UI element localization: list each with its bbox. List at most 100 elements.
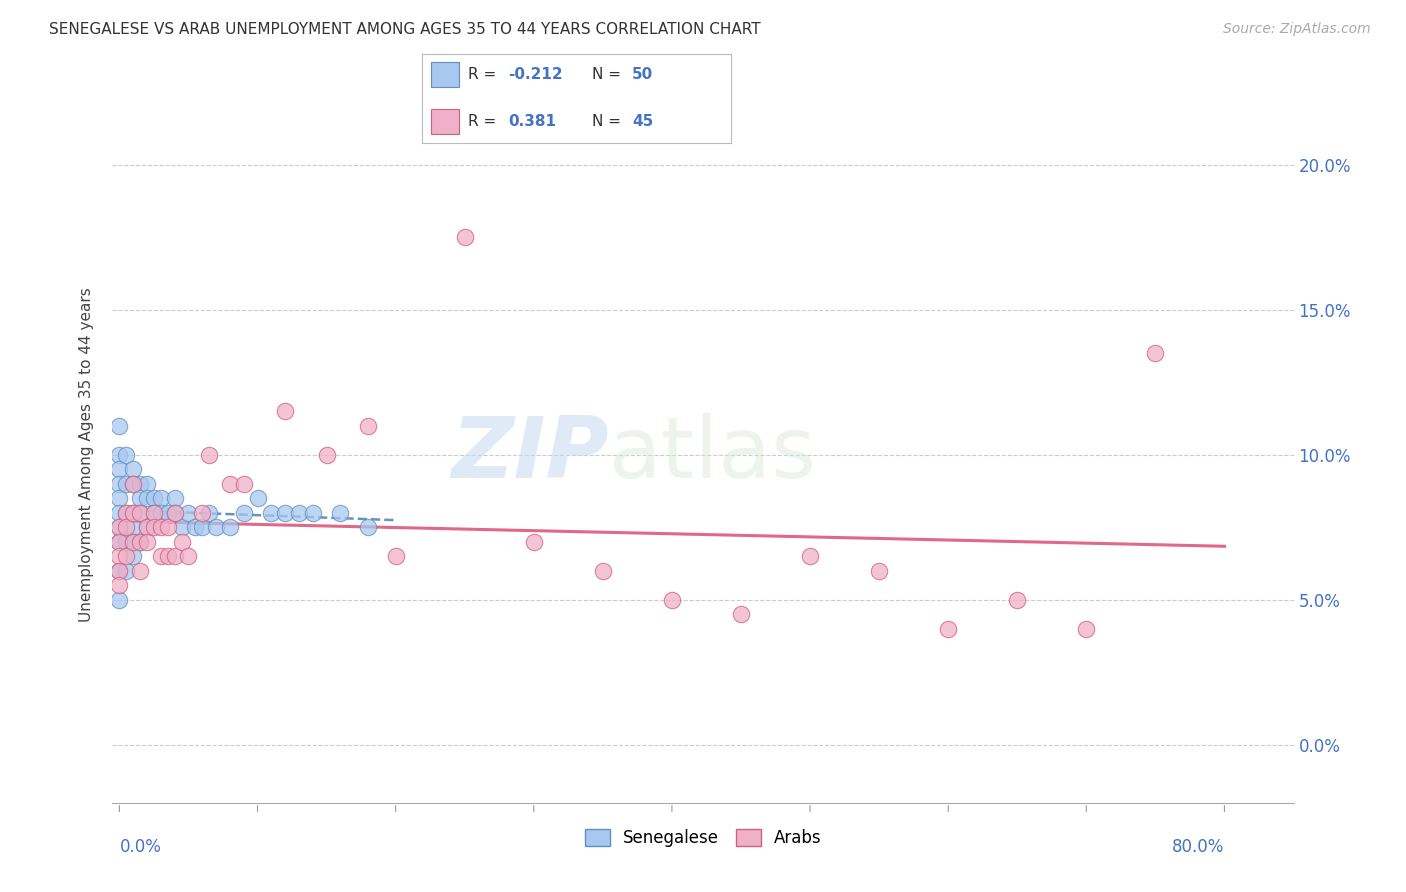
Point — [129, 506, 152, 520]
Point — [122, 476, 145, 491]
Point — [1144, 346, 1167, 360]
Point — [108, 534, 131, 549]
Point — [115, 476, 138, 491]
Point — [260, 506, 283, 520]
Text: 80.0%: 80.0% — [1173, 838, 1225, 855]
Point — [115, 520, 138, 534]
Point — [129, 476, 152, 491]
Point — [329, 506, 352, 520]
Point — [1007, 592, 1029, 607]
Point — [136, 491, 159, 506]
Point — [122, 534, 145, 549]
Point — [274, 404, 297, 418]
Point — [219, 476, 242, 491]
Point — [129, 564, 152, 578]
Point — [108, 520, 131, 534]
Y-axis label: Unemployment Among Ages 35 to 44 years: Unemployment Among Ages 35 to 44 years — [79, 287, 94, 623]
Point — [301, 506, 323, 520]
Point — [108, 520, 131, 534]
Point — [156, 506, 179, 520]
Point — [115, 564, 138, 578]
Text: -0.212: -0.212 — [509, 68, 562, 82]
Point — [122, 506, 145, 520]
Point — [142, 506, 165, 520]
Point — [115, 549, 138, 564]
Point — [136, 520, 159, 534]
Point — [592, 564, 614, 578]
Point — [1076, 622, 1098, 636]
Point — [149, 520, 172, 534]
Point — [868, 564, 890, 578]
Point — [108, 462, 131, 476]
Point — [108, 506, 131, 520]
Point — [122, 462, 145, 476]
Text: R =: R = — [468, 114, 496, 128]
Point — [357, 418, 380, 433]
Point — [142, 506, 165, 520]
Point — [122, 476, 145, 491]
Point — [198, 448, 221, 462]
Point — [136, 520, 159, 534]
Point — [156, 549, 179, 564]
Text: SENEGALESE VS ARAB UNEMPLOYMENT AMONG AGES 35 TO 44 YEARS CORRELATION CHART: SENEGALESE VS ARAB UNEMPLOYMENT AMONG AG… — [49, 22, 761, 37]
Point — [108, 578, 131, 592]
Point — [122, 506, 145, 520]
Point — [156, 520, 179, 534]
Point — [108, 592, 131, 607]
Point — [246, 491, 269, 506]
Point — [357, 520, 380, 534]
Point — [108, 476, 131, 491]
Point — [136, 476, 159, 491]
Point — [142, 520, 165, 534]
Point — [108, 418, 131, 433]
Legend: Senegalese, Arabs: Senegalese, Arabs — [578, 822, 828, 854]
Point — [108, 491, 131, 506]
Text: 0.381: 0.381 — [509, 114, 557, 128]
Bar — [432, 62, 458, 87]
Point — [232, 476, 254, 491]
Point — [170, 534, 193, 549]
Point — [122, 534, 145, 549]
Point — [799, 549, 821, 564]
Text: atlas: atlas — [609, 413, 817, 497]
Point — [122, 520, 145, 534]
Point — [730, 607, 752, 622]
Text: 50: 50 — [633, 68, 654, 82]
Point — [191, 506, 214, 520]
Point — [149, 506, 172, 520]
Point — [274, 506, 297, 520]
Point — [108, 534, 131, 549]
Point — [115, 448, 138, 462]
Point — [454, 230, 477, 244]
Point — [184, 520, 207, 534]
Point — [129, 506, 152, 520]
Point — [122, 549, 145, 564]
Point — [177, 506, 200, 520]
Point — [232, 506, 254, 520]
Point — [108, 448, 131, 462]
Point — [163, 506, 186, 520]
Text: 0.0%: 0.0% — [120, 838, 162, 855]
Point — [384, 549, 406, 564]
Point — [115, 506, 138, 520]
Point — [523, 534, 546, 549]
Point — [163, 506, 186, 520]
Point — [108, 564, 131, 578]
Text: R =: R = — [468, 68, 496, 82]
Point — [936, 622, 959, 636]
Point — [142, 491, 165, 506]
Point — [129, 534, 152, 549]
Bar — [432, 110, 458, 134]
Point — [191, 520, 214, 534]
Point — [149, 549, 172, 564]
Point — [205, 520, 228, 534]
Point — [198, 506, 221, 520]
Point — [219, 520, 242, 534]
Point — [108, 549, 131, 564]
Point — [115, 534, 138, 549]
Point — [149, 491, 172, 506]
Text: ZIP: ZIP — [451, 413, 609, 497]
Point — [288, 506, 311, 520]
Point — [177, 549, 200, 564]
Point — [129, 534, 152, 549]
